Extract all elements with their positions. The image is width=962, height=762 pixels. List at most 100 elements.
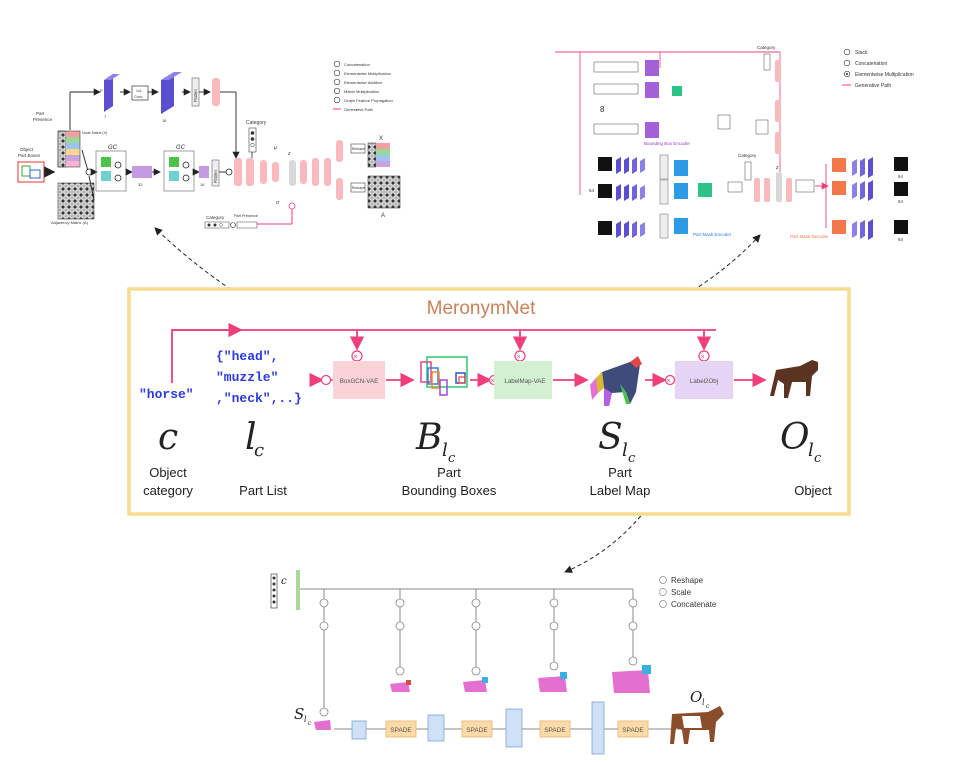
x-out-label: X xyxy=(379,136,383,142)
pm-decoder-label: Part Mask Decoder xyxy=(790,234,829,239)
l2o-output-sub: l xyxy=(702,698,705,707)
node-matrix: Node Matrix (X) xyxy=(57,130,107,168)
legend-item: Scale xyxy=(671,588,692,597)
legend-item: Generative Path xyxy=(344,107,373,112)
flatten-box xyxy=(211,159,220,187)
dim-label-2: 16 xyxy=(200,182,205,187)
symbol-s: S xyxy=(598,417,623,458)
label2obj-diagram: c xyxy=(270,570,724,755)
legend-item: Stack xyxy=(855,50,868,56)
ellipsis: 8 xyxy=(600,105,605,114)
svg-text:×: × xyxy=(667,378,671,385)
part-list-line-1: {"head", xyxy=(216,349,278,364)
caption-bbox-1: Part xyxy=(437,465,461,480)
part-presence-label-2: Presence xyxy=(33,117,53,122)
symbol-o-subsub: c xyxy=(814,451,822,466)
labelmap-legend: Stack Concatenation Elementwise Multipli… xyxy=(842,48,914,89)
legend-item: Elementwise Multiplication xyxy=(344,71,391,76)
object-part-boxes xyxy=(17,161,45,183)
symbol-b: B xyxy=(415,417,442,458)
a-out-label: A xyxy=(381,213,385,219)
node-matrix-label: Node Matrix (X) xyxy=(82,131,107,135)
caption-part-list: Part List xyxy=(239,483,287,498)
dim-label: 32 xyxy=(138,182,143,187)
spade-block-2 xyxy=(461,720,493,738)
gc2-label: GC xyxy=(176,145,186,151)
svg-text:×: × xyxy=(517,354,521,361)
legend-item: Concatenation xyxy=(344,62,370,67)
spade-block-3 xyxy=(539,720,571,738)
scaled-label-maps xyxy=(314,665,651,730)
legend-item: Concatenate xyxy=(671,600,717,609)
dim64-left: 64 xyxy=(589,188,595,193)
category-bottom-label: Category xyxy=(206,215,225,220)
symbol-l: l xyxy=(245,417,257,458)
adjacency-matrix: Adjacency Matrix (A) xyxy=(51,182,95,225)
caption-object-category-1: Object xyxy=(149,465,187,480)
dim-16: 16 xyxy=(162,118,167,123)
module-labelmap-label: LabelMap-VAE xyxy=(504,378,545,385)
lm-z-label: z xyxy=(775,165,779,171)
l2o-output-symbol: O xyxy=(690,688,702,706)
caption-labelmap-1: Part xyxy=(608,465,632,480)
conv-1x1 xyxy=(131,85,149,101)
part-label-map-visual xyxy=(590,356,642,406)
gc2-block: GC xyxy=(163,145,195,192)
dim64-r3: 64 xyxy=(898,237,904,242)
reshape-2: Reshape xyxy=(352,186,365,190)
overview-title: MeronymNet xyxy=(427,298,536,319)
output-a: A xyxy=(367,175,401,219)
horse-object-visual xyxy=(770,360,818,398)
gc2-feature xyxy=(199,166,209,178)
c-label: c xyxy=(281,576,287,587)
pm-encoder-stacks xyxy=(616,157,645,238)
boxgcn-vae-diagram: Object Part Boxes Part Presence Node Mat… xyxy=(17,60,401,229)
gc1-block: GC xyxy=(95,145,127,192)
symbol-b-sub: l xyxy=(442,440,448,461)
module-labelmap-vae xyxy=(494,361,552,399)
pm-encoder-label: Part Mask Encoder xyxy=(693,232,732,237)
input-label-2: Part Boxes xyxy=(18,153,41,158)
sigma-label: σ xyxy=(276,200,280,206)
part-list-line-2: "muzzle" xyxy=(216,370,278,385)
module-label2obj xyxy=(675,361,733,399)
module-boxgcn-label: BoxGCN-VAE xyxy=(340,378,378,385)
lm-category-top: Category xyxy=(757,45,776,50)
meronymnet-overview: MeronymNet "horse" {"head", "muzzle" ,"n… xyxy=(127,287,851,516)
caption-object: Object xyxy=(794,483,832,498)
lm-category-label: Category xyxy=(738,153,757,158)
module-boxgcn-vae xyxy=(333,361,385,399)
label2obj-legend: Reshape Scale Concatenate xyxy=(659,576,717,609)
spade-block-4 xyxy=(617,720,649,738)
bb-encoder-label: Bounding Box Encoder xyxy=(644,141,691,146)
conv-feature-1 xyxy=(104,74,113,112)
conv-feature-2 xyxy=(161,72,174,114)
embedding-bar xyxy=(296,570,300,610)
dim64-r2: 64 xyxy=(898,199,904,204)
adjacency-label: Adjacency Matrix (A) xyxy=(51,220,89,225)
conv-label-2: Conv xyxy=(134,95,143,99)
symbol-l-sub: c xyxy=(254,440,264,461)
l2o-input-symbol: S xyxy=(294,705,304,723)
stacked-feature xyxy=(698,183,712,197)
spade-label-4: SPADE xyxy=(622,727,644,734)
overview-frame xyxy=(127,287,851,516)
mu-label: μ xyxy=(273,145,277,151)
part-presence-bottom-label: Part Presence xyxy=(234,214,258,218)
spade-label-1: SPADE xyxy=(390,727,412,734)
caption-labelmap-2: Label Map xyxy=(590,483,651,498)
feat-128 xyxy=(212,78,220,106)
symbol-c: c xyxy=(158,417,178,458)
svg-text:×: × xyxy=(491,378,495,385)
pm-decoder-stacks xyxy=(852,157,873,240)
object-class-input: "horse" xyxy=(139,387,194,402)
part-list-line-3: ,"neck",..} xyxy=(216,391,302,406)
l2o-output-subsub: c xyxy=(706,703,710,710)
conv-label-1: 1x1 xyxy=(136,89,142,93)
module-label2obj-label: Label2Obj xyxy=(690,378,718,385)
dim-7: 7 xyxy=(104,114,107,119)
legend-item: Matrix Multiplication xyxy=(344,89,379,94)
reshape-1: Reshape xyxy=(352,147,365,151)
category-label: Category xyxy=(246,120,267,126)
